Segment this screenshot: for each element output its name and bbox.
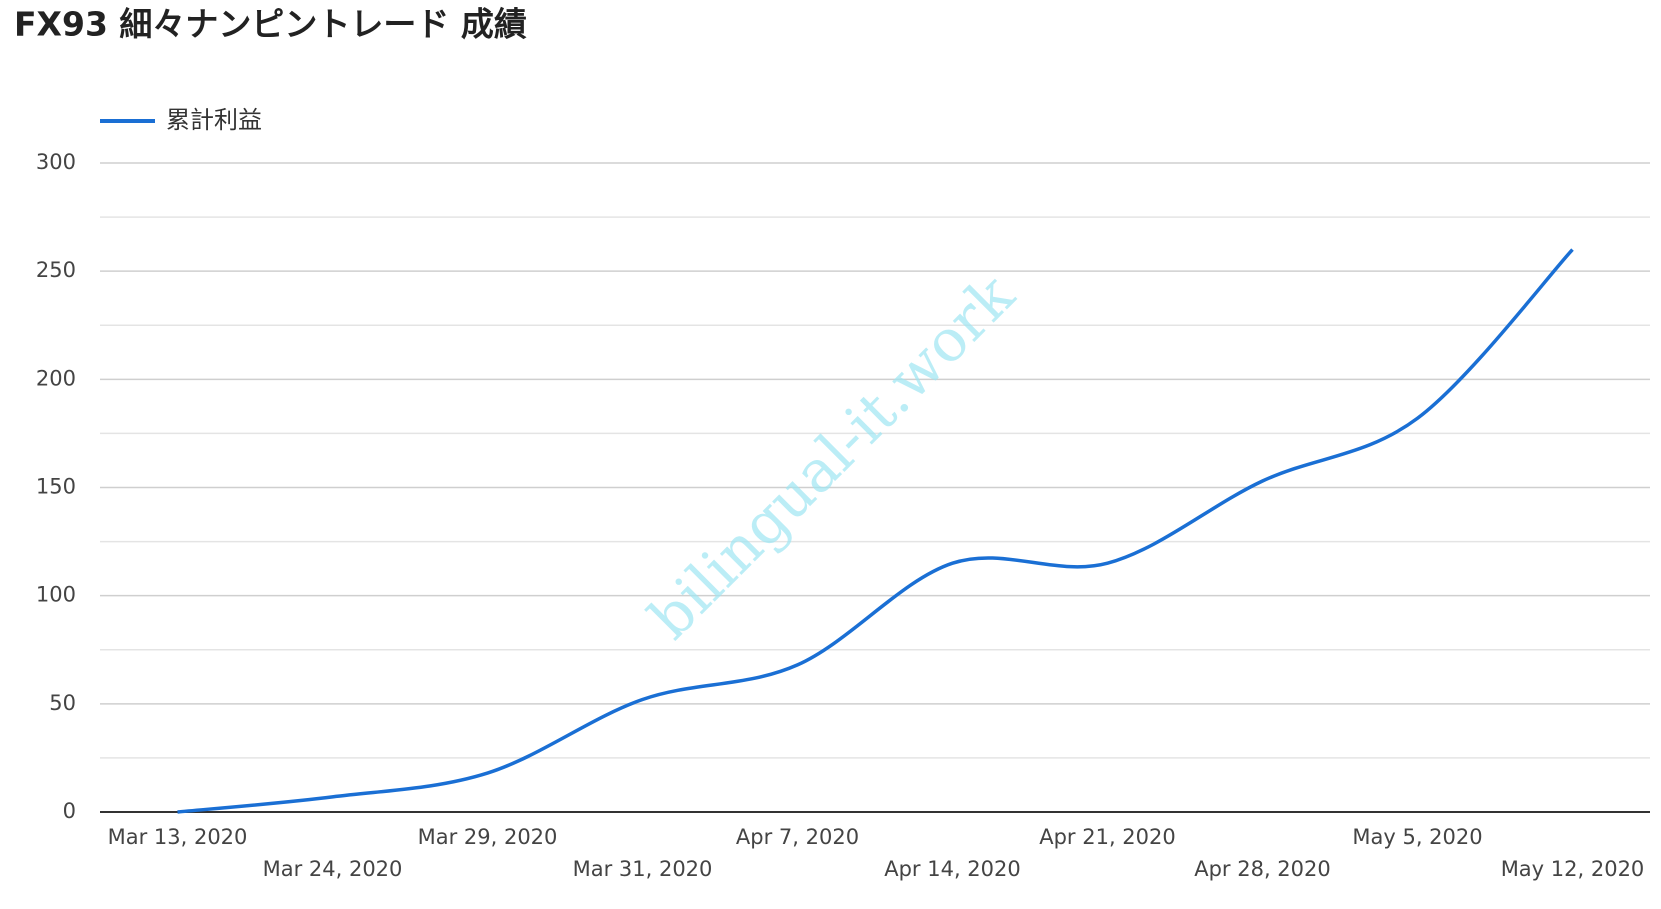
y-tick-label: 300 <box>36 150 76 174</box>
y-tick-label: 0 <box>63 799 76 823</box>
legend-label: 累計利益 <box>166 106 262 134</box>
y-tick-label: 150 <box>36 475 76 499</box>
x-tick-label: Apr 28, 2020 <box>1194 857 1331 881</box>
chart-title: FX93 細々ナンピントレード 成績 <box>14 5 527 44</box>
x-tick-label: May 5, 2020 <box>1352 825 1482 849</box>
y-tick-label: 250 <box>36 258 76 282</box>
x-tick-label: Apr 14, 2020 <box>884 857 1021 881</box>
y-tick-label: 100 <box>36 583 76 607</box>
y-tick-label: 200 <box>36 366 76 390</box>
x-tick-label: Mar 13, 2020 <box>108 825 248 849</box>
watermark: bilingual-it.work <box>636 260 1028 652</box>
line <box>177 248 1574 814</box>
x-tick-label: Mar 24, 2020 <box>263 857 403 881</box>
x-tick-label: May 12, 2020 <box>1501 857 1645 881</box>
y-tick-label: 50 <box>49 691 76 715</box>
x-tick-label: Mar 29, 2020 <box>418 825 558 849</box>
x-tick-label: Apr 21, 2020 <box>1039 825 1176 849</box>
x-tick-label: Mar 31, 2020 <box>573 857 713 881</box>
x-tick-label: Apr 7, 2020 <box>736 825 859 849</box>
